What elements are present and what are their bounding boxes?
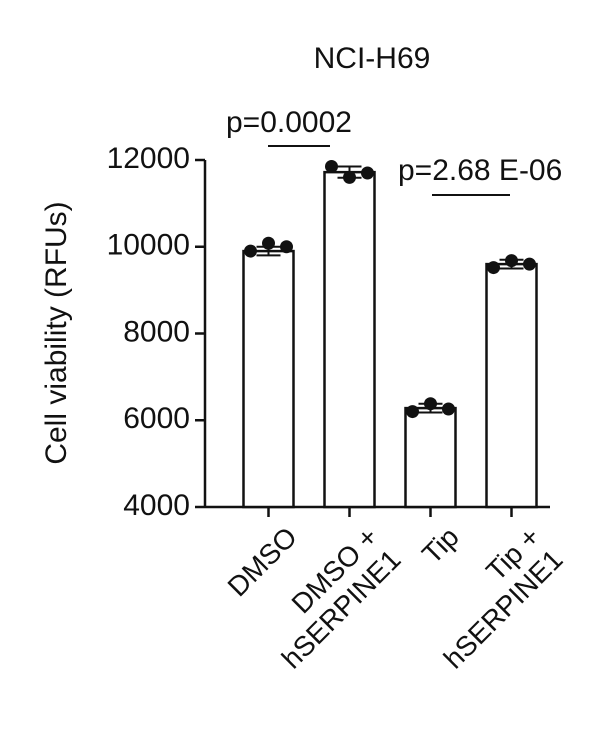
data-point — [505, 254, 518, 268]
y-tick-label: 4000 — [123, 489, 190, 522]
bar — [242, 249, 295, 509]
data-point — [406, 405, 419, 419]
bar — [323, 170, 376, 509]
data-point — [262, 236, 275, 250]
p-value-label: p=2.68 E-06 — [398, 154, 562, 187]
data-point — [343, 170, 356, 184]
bar — [485, 262, 538, 509]
p-value-label: p=0.0002 — [226, 106, 352, 139]
y-tick-label: 6000 — [123, 402, 190, 435]
chart-title: NCI-H69 — [314, 42, 431, 75]
data-point — [523, 257, 536, 271]
y-tick-label: 10000 — [107, 229, 190, 262]
y-axis-label: Cell viability (RFUs) — [40, 201, 73, 464]
y-tick-label: 12000 — [107, 142, 190, 175]
data-point — [280, 240, 293, 254]
data-point — [244, 244, 257, 258]
data-point — [487, 261, 500, 275]
data-point — [325, 160, 338, 174]
data-point — [424, 397, 437, 411]
data-point — [442, 402, 455, 416]
bar — [404, 406, 457, 509]
data-point — [361, 166, 374, 180]
y-tick-label: 8000 — [123, 315, 190, 348]
